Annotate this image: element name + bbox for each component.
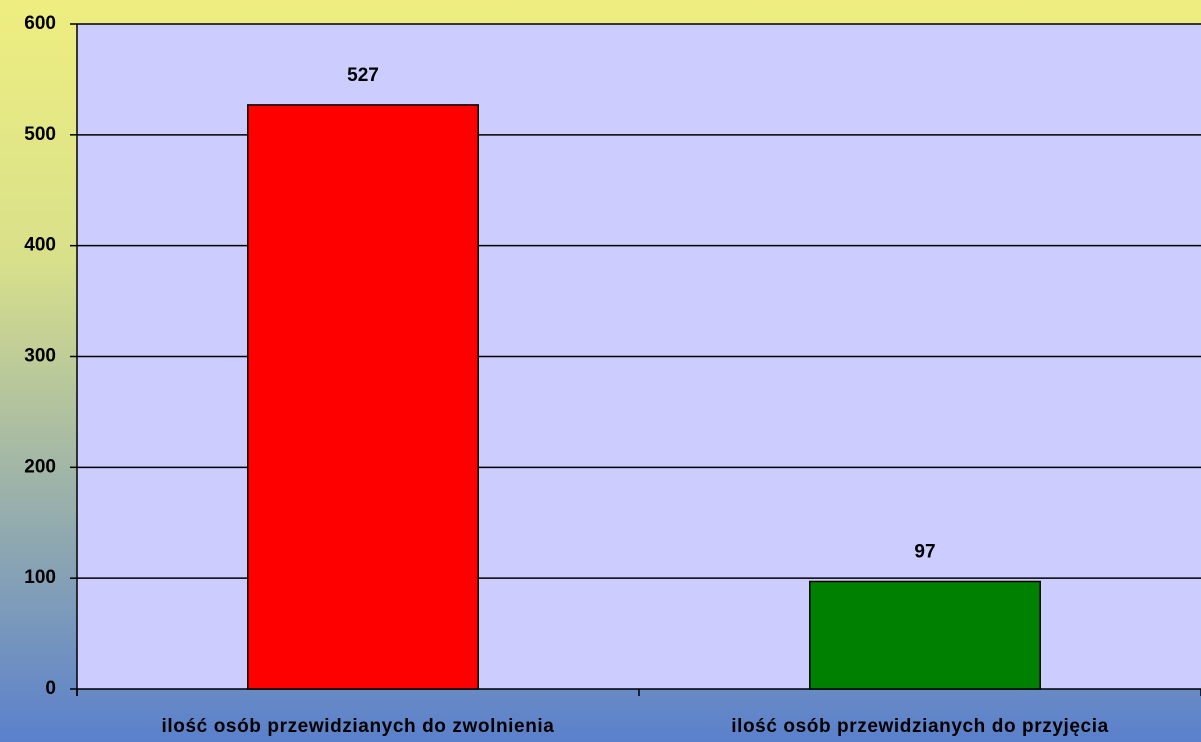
y-tick-label: 200 bbox=[24, 456, 56, 477]
y-tick-label: 300 bbox=[24, 346, 56, 367]
data-label: 527 bbox=[347, 65, 379, 86]
y-tick-label: 0 bbox=[45, 678, 56, 699]
x-tick-label: ilość osób przewidzianych do przyjęcia bbox=[731, 716, 1109, 737]
y-tick-label: 600 bbox=[24, 13, 56, 34]
bar bbox=[809, 580, 1041, 690]
bar bbox=[247, 104, 479, 690]
y-tick-label: 400 bbox=[24, 235, 56, 256]
y-tick-label: 100 bbox=[24, 567, 56, 588]
y-tick-label: 500 bbox=[24, 124, 56, 145]
data-label: 97 bbox=[914, 542, 935, 563]
x-tick-label: ilość osób przewidzianych do zwolnienia bbox=[162, 716, 555, 737]
